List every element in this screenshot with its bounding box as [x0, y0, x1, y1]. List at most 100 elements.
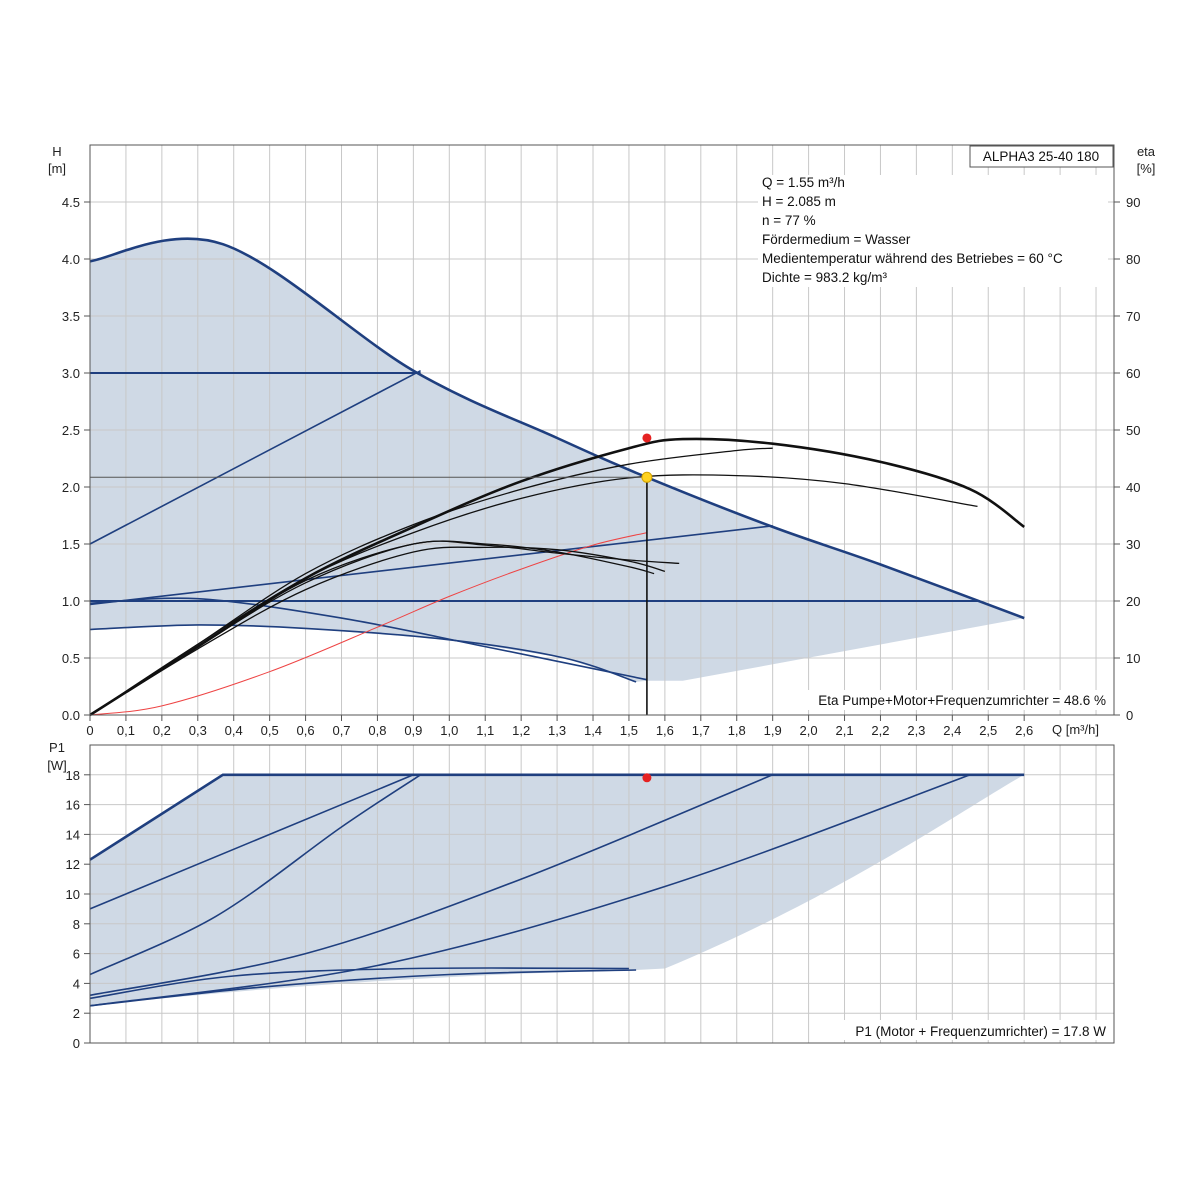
y2-axis-label-bottom: [%] [1137, 161, 1156, 176]
y2-tick-label: 30 [1126, 537, 1140, 552]
y-tick-label: 10 [66, 887, 80, 902]
x-tick-label: 1,6 [656, 723, 674, 738]
y2-tick-label: 40 [1126, 480, 1140, 495]
x-tick-label: 1,7 [692, 723, 710, 738]
x-tick-label: 1,9 [764, 723, 782, 738]
x-axis-label: Q [m³/h] [1052, 722, 1099, 737]
duty-point [641, 471, 653, 483]
min-power-curve-b [89, 967, 629, 1000]
y-tick-label: 0.0 [62, 708, 80, 723]
y2-tick-label: 60 [1126, 366, 1140, 381]
y-tick-label: 8 [73, 917, 80, 932]
y-axis-ticks: 0 2 4 6 8 10 12 14 16 18 [66, 768, 90, 1051]
power-footer-bg [812, 1020, 1110, 1040]
y-tick-label: 1.0 [62, 594, 80, 609]
y-tick-label: 4 [73, 976, 80, 991]
x-tick-label: 0,9 [404, 723, 422, 738]
x-tick-label: 0,3 [189, 723, 207, 738]
eta-curve-3 [89, 474, 978, 716]
info-flow: Q = 1.55 m³/h [762, 175, 845, 190]
x-tick-label: 0,6 [297, 723, 315, 738]
y-tick-label: 16 [66, 798, 80, 813]
y2-tick-label: 80 [1126, 252, 1140, 267]
power-footer: P1 (Motor + Frequenzumrichter) = 17.8 W [855, 1024, 1106, 1039]
info-panel-bg [758, 175, 1108, 287]
min-speed-curve-a [89, 597, 648, 681]
x-axis-ticks: 0 0,1 0,2 0,3 0,4 0,5 0,6 0,7 0,8 0,9 1,0 1,1 1,2 1,3… [86, 715, 1033, 738]
y-tick-label: 12 [66, 857, 80, 872]
x-tick-label: 2,2 [871, 723, 889, 738]
x-tick-label: 1,3 [548, 723, 566, 738]
power-point [642, 773, 652, 783]
y-tick-label: 2.0 [62, 480, 80, 495]
y2-tick-label: 70 [1126, 309, 1140, 324]
max-head-curve [89, 237, 1025, 620]
y-tick-label: 18 [66, 768, 80, 783]
y-axis-label-top: H [52, 144, 61, 159]
system-curve [89, 532, 648, 716]
info-speed: n = 77 % [762, 213, 816, 228]
y-tick-label: 1.5 [62, 537, 80, 552]
y2-tick-label: 90 [1126, 195, 1140, 210]
y-tick-label: 14 [66, 827, 80, 842]
x-tick-label: 0,8 [368, 723, 386, 738]
x-tick-label: 1,5 [620, 723, 638, 738]
proportional-pressure-high [89, 369, 421, 545]
info-medium: Fördermedium = Wasser [762, 232, 911, 247]
y2-tick-label: 20 [1126, 594, 1140, 609]
y2-axis-label-top: eta [1137, 144, 1156, 159]
x-tick-label: 1,1 [476, 723, 494, 738]
efficiency-footer-bg [775, 690, 1110, 710]
power-curve-pp-high [89, 774, 414, 910]
y-tick-label: 4.5 [62, 195, 80, 210]
power-curves [89, 773, 1025, 1007]
efficiency-point [642, 433, 652, 443]
eta-curve-6 [89, 540, 680, 716]
x-tick-label: 0,2 [153, 723, 171, 738]
p1-axis-label-bottom: [W] [47, 758, 67, 773]
x-tick-label: 0,1 [117, 723, 135, 738]
proportional-pressure-mid [89, 525, 773, 606]
x-tick-label: 0,5 [261, 723, 279, 738]
eta-curve-4 [89, 546, 666, 716]
x-tick-label: 1,2 [512, 723, 530, 738]
x-tick-label: 1,4 [584, 723, 602, 738]
y-axis-label-bottom: [m] [48, 161, 66, 176]
y-axis-ticks: 0.0 0.5 1.0 1.5 2.0 2.5 3.0 3.5 4.0 4.5 [62, 195, 90, 723]
y-tick-label: 0.5 [62, 651, 80, 666]
x-tick-label: 2,3 [907, 723, 925, 738]
title-box [969, 145, 1114, 168]
power-curve-mid [89, 774, 774, 997]
power-curve-cp-low [89, 774, 971, 1007]
y2-axis-ticks: 0 10 20 30 40 50 60 70 80 90 [1114, 195, 1140, 723]
x-tick-label: 2,0 [800, 723, 818, 738]
info-temperature: Medientemperatur während des Betriebes =… [762, 251, 1063, 266]
x-tick-label: 2,1 [835, 723, 853, 738]
max-power-curve [89, 773, 1025, 861]
y-tick-label: 4.0 [62, 252, 80, 267]
y2-tick-label: 0 [1126, 708, 1133, 723]
efficiency-footer: Eta Pumpe+Motor+Frequenzumrichter = 48.6… [818, 693, 1106, 708]
x-tick-label: 0,4 [225, 723, 243, 738]
x-tick-label: 1,0 [440, 723, 458, 738]
info-head: H = 2.085 m [762, 194, 836, 209]
x-tick-label: 2,6 [1015, 723, 1033, 738]
y-tick-label: 3.5 [62, 309, 80, 324]
head-efficiency-chart: 0.0 0.5 1.0 1.5 2.0 2.5 3.0 3.5 4.0 4.5 0 10 20 30 40… [48, 144, 1156, 738]
power-chart: 0 2 4 6 8 10 12 14 16 18 P1 [W] P1 (Motor + Frequ… [47, 740, 1115, 1051]
y-tick-label: 2 [73, 1006, 80, 1021]
min-power-curve-a [89, 969, 637, 1007]
y2-tick-label: 50 [1126, 423, 1140, 438]
curves [89, 237, 1025, 717]
y-tick-label: 2.5 [62, 423, 80, 438]
y-tick-label: 0 [73, 1036, 80, 1051]
operating-points [642, 773, 652, 783]
y2-tick-label: 10 [1126, 651, 1140, 666]
y-tick-label: 6 [73, 947, 80, 962]
x-tick-label: 2,4 [943, 723, 961, 738]
x-tick-label: 2,5 [979, 723, 997, 738]
y-tick-label: 3.0 [62, 366, 80, 381]
info-density: Dichte = 983.2 kg/m³ [762, 270, 887, 285]
operating-points [641, 433, 653, 483]
